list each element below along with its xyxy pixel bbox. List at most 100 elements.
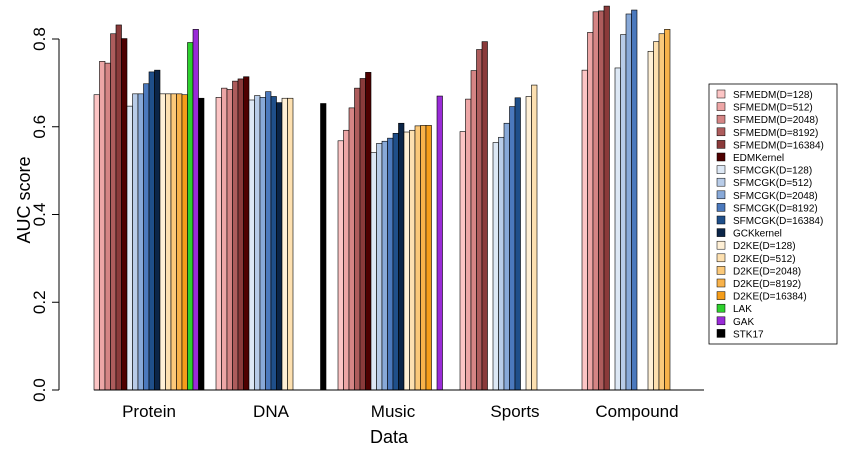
bar-music-7 [376,143,383,391]
bar-music-8 [381,140,388,391]
legend-label: D2KE(D=128) [733,241,796,252]
bar-dna-8 [259,97,266,391]
bar-protein-8 [137,93,144,391]
x-category-label: Music [371,402,416,421]
x-category-label: Protein [122,402,176,421]
bar-sports-12 [525,96,532,391]
legend-swatch [716,278,726,288]
y-tick-label: 0.6 [30,115,49,139]
legend-swatch [716,240,726,250]
legend-label: GCKkernel [733,229,782,240]
bar-music-4 [359,78,366,391]
bar-music-11 [398,122,405,391]
legend-label: SFMEDM(D=8192) [733,128,818,139]
x-category-label: Compound [595,402,678,421]
legend-label: SFMCGK(D=8192) [733,203,818,214]
legend-swatch [716,140,726,149]
legend-swatch [716,89,726,99]
bar-music-14 [414,125,421,391]
bar-compound-4 [603,5,610,391]
legend-swatch [716,291,726,300]
bar-compound-9 [631,9,638,391]
y-tick-label: 0.2 [30,290,49,314]
bar-protein-10 [148,71,155,391]
legend-label: GAK [733,317,754,328]
bar-music-3 [354,87,361,391]
bar-music-5 [365,72,372,391]
legend-label: D2KE(D=8192) [733,279,801,290]
bar-sports-1 [465,98,472,391]
legend-swatch [716,177,726,187]
bar-dna-7 [254,95,261,391]
bar-music-10 [392,133,399,391]
bar-music-9 [387,137,394,391]
bar-compound-15 [664,29,671,391]
bar-music-6 [370,152,377,391]
legend-swatch [716,127,726,137]
bar-protein-15 [176,93,183,391]
bar-sports-13 [531,84,538,391]
bar-sports-4 [481,41,488,391]
bar-dna-9 [265,91,272,391]
bar-dna-11 [276,102,283,391]
bar-protein-0 [93,94,100,391]
y-tick-label: 0.4 [30,203,49,227]
bar-dna-12 [281,97,288,391]
bar-protein-19 [198,97,205,391]
bar-dna-3 [232,80,239,391]
x-axis-title: Data [370,427,409,447]
bar-sports-2 [470,70,477,391]
bar-compound-12 [647,50,654,391]
x-category-label: Sports [490,402,539,421]
legend-swatch [716,303,726,313]
bar-compound-13 [653,41,660,391]
y-axis-title: AUC score [14,156,34,243]
bar-protein-2 [104,62,111,391]
legend-label: EDMKernel [733,153,784,164]
bar-compound-1 [587,32,594,391]
bar-dna-6 [248,99,255,391]
legend-label: D2KE(D=2048) [733,266,801,277]
bar-dna-2 [226,89,233,391]
legend-label: D2KE(D=16384) [733,292,807,303]
bar-protein-4 [115,24,122,391]
legend-swatch [716,329,726,338]
bar-protein-9 [143,83,150,391]
bar-compound-6 [614,67,621,391]
plot-area [93,5,671,391]
legend-label: SFMCGK(D=16384) [733,216,823,227]
y-tick-label: 0.8 [30,27,49,51]
legend-label: SFMEDM(D=16384) [733,140,824,151]
legend-label: SFMEDM(D=128) [733,90,813,101]
bar-music-13 [409,129,416,391]
bar-compound-2 [592,11,599,391]
legend-swatch [716,228,726,237]
bar-protein-17 [187,42,194,391]
y-tick-label: 0.0 [30,378,49,402]
legend-label: SFMEDM(D=2048) [733,115,818,126]
bar-protein-11 [154,69,161,391]
bar-protein-12 [159,93,166,391]
bar-sports-6 [492,142,499,391]
bar-compound-7 [620,34,627,391]
legend-swatch [716,215,726,225]
bar-sports-0 [459,131,466,391]
bar-sports-3 [476,49,483,391]
legend-box [708,83,838,345]
bar-compound-8 [625,13,632,391]
bar-sports-9 [509,106,516,391]
legend-swatch [716,253,726,263]
bar-dna-1 [221,87,228,391]
bar-music-16 [425,125,432,391]
bar-protein-6 [126,105,133,391]
bar-dna-4 [237,78,244,391]
legend-label: SFMCGK(D=128) [733,166,812,177]
bar-protein-18 [192,29,199,391]
bar-sports-7 [498,136,505,391]
legend-label: LAK [733,304,752,315]
bar-music-12 [403,131,410,391]
bar-compound-0 [581,69,588,391]
bar-music-18 [436,95,443,391]
legend-swatch [716,316,726,326]
